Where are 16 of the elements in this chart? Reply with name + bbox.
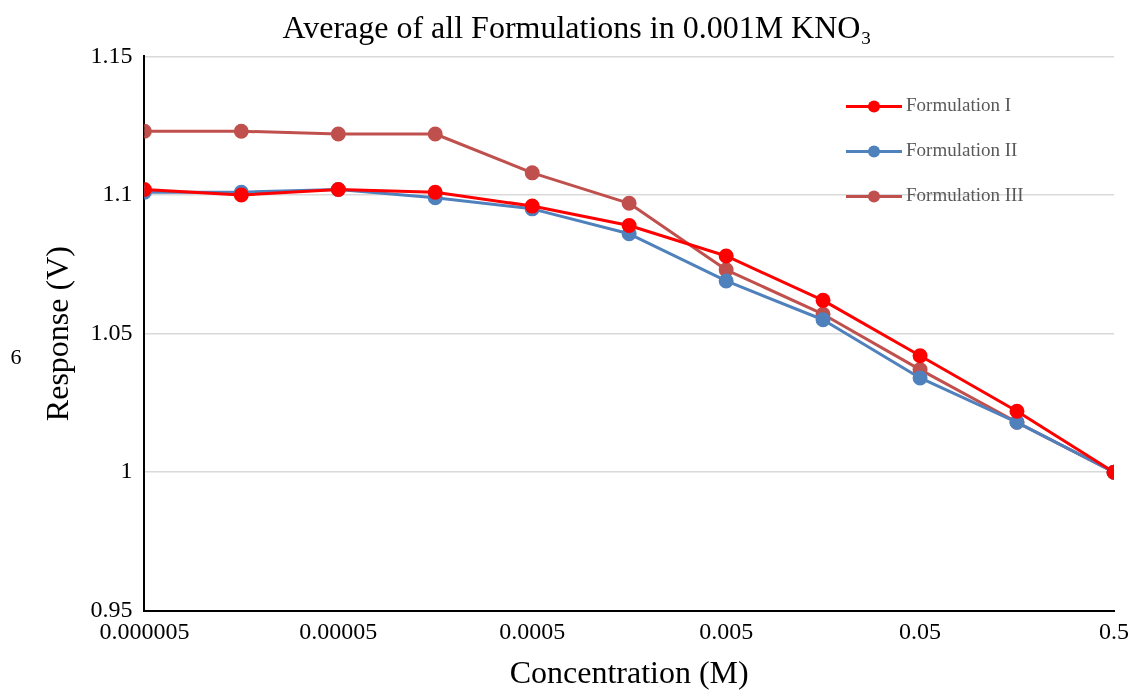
x-axis-title: Concentration (M): [509, 654, 749, 691]
legend-label: Formulation II: [906, 139, 1018, 161]
x-tick-label: 0.5: [1099, 618, 1129, 645]
chart-title: Average of all Formulations in 0.001M KNO₃: [282, 8, 872, 45]
x-tick-label: 0.05: [899, 618, 942, 645]
y-tick-label: 1.15: [90, 41, 133, 68]
legend-label: Formulation I: [906, 94, 1012, 116]
x-tick-label: 0.00005: [299, 618, 378, 645]
y-axis-title: Response (V): [38, 246, 75, 422]
y-tick-label: 1.05: [90, 318, 133, 345]
x-tick-label: 0.0005: [499, 618, 566, 645]
legend-label: Formulation III: [906, 184, 1024, 206]
text: 6: [10, 343, 22, 369]
x-tick-label: 0.005: [699, 618, 754, 645]
y-tick-label: 1.1: [102, 180, 133, 207]
y-tick-label: 1: [120, 457, 133, 484]
